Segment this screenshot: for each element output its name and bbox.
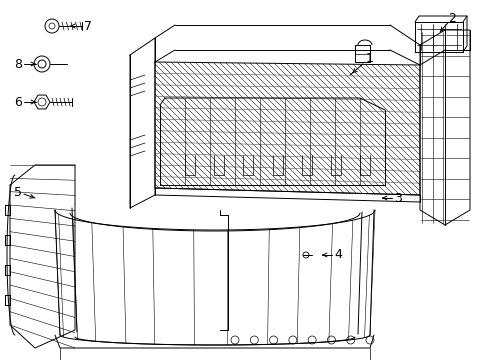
Text: 6: 6	[14, 95, 22, 108]
Text: 7: 7	[84, 19, 92, 32]
Text: 4: 4	[334, 248, 342, 261]
Text: 3: 3	[394, 192, 402, 204]
Text: 1: 1	[366, 51, 374, 64]
Text: 8: 8	[14, 58, 22, 71]
Text: 5: 5	[14, 185, 22, 198]
Text: 2: 2	[448, 12, 456, 24]
